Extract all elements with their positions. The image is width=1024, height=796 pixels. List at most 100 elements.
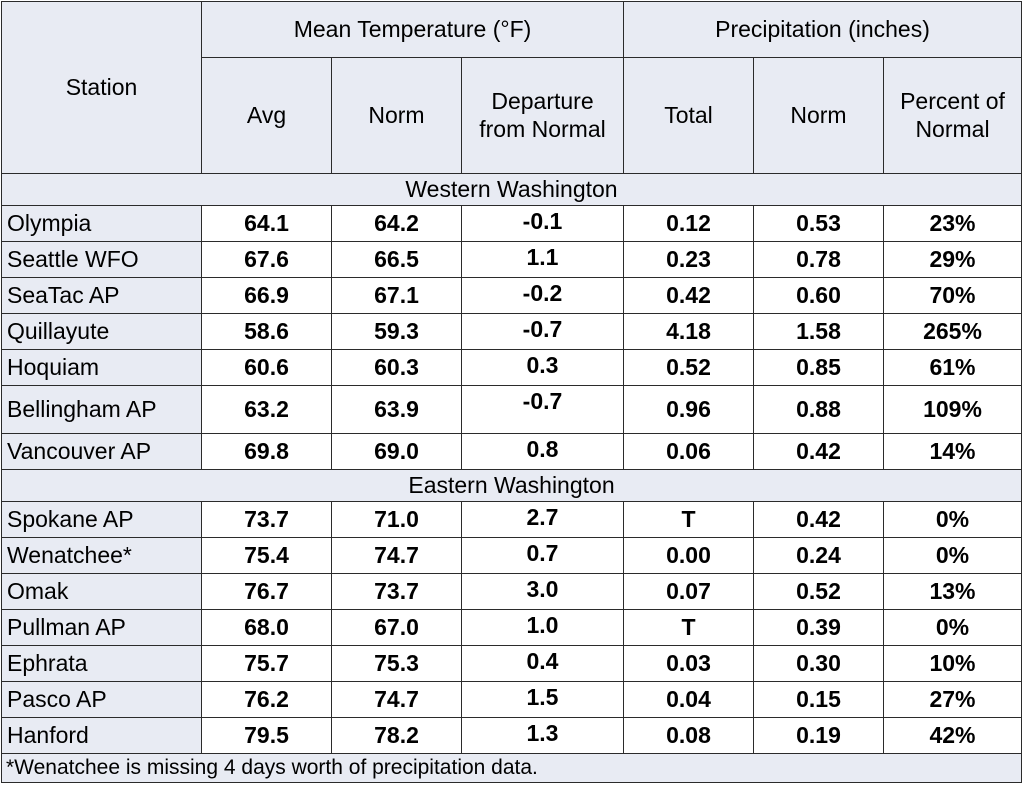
precip-total-cell: 4.18 (623, 313, 754, 350)
station-name-cell: Vancouver AP (1, 433, 202, 470)
table-row: Pasco AP 76.2 74.7 1.5 0.04 0.15 27% (1, 681, 1022, 718)
temp-avg-cell: 60.6 (201, 349, 332, 386)
station-name-cell: Spokane AP (1, 501, 202, 538)
table-row: Quillayute 58.6 59.3 -0.7 4.18 1.58 265% (1, 313, 1022, 350)
precip-norm-cell: 1.58 (753, 313, 884, 350)
table-row: Olympia 64.1 64.2 -0.1 0.12 0.53 23% (1, 205, 1022, 242)
table-row: Spokane AP 73.7 71.0 2.7 T 0.42 0% (1, 501, 1022, 538)
temp-avg-cell: 73.7 (201, 501, 332, 538)
percent-normal-cell: 109% (883, 385, 1022, 434)
table-row: Wenatchee* 75.4 74.7 0.7 0.00 0.24 0% (1, 537, 1022, 574)
departure-cell: 3.0 (461, 573, 624, 610)
precip-total-cell: 0.03 (623, 645, 754, 682)
departure-cell: -0.2 (461, 277, 624, 314)
departure-cell: 2.7 (461, 501, 624, 538)
departure-cell: 1.5 (461, 681, 624, 718)
station-name-cell: Ephrata (1, 645, 202, 682)
temp-avg-cell: 76.7 (201, 573, 332, 610)
temp-avg-cell: 58.6 (201, 313, 332, 350)
precip-total-cell: 0.00 (623, 537, 754, 574)
precip-norm-cell: 0.78 (753, 241, 884, 278)
temp-avg-cell: 68.0 (201, 609, 332, 646)
precip-norm-cell: 0.52 (753, 573, 884, 610)
departure-cell: 0.8 (461, 433, 624, 470)
temp-avg-cell: 64.1 (201, 205, 332, 242)
header-precip-total: Total (623, 57, 754, 174)
footnote: *Wenatchee is missing 4 days worth of pr… (1, 753, 1022, 783)
temp-norm-cell: 71.0 (331, 501, 462, 538)
station-name-cell: SeaTac AP (1, 277, 202, 314)
precip-norm-cell: 0.88 (753, 385, 884, 434)
temp-norm-cell: 59.3 (331, 313, 462, 350)
station-name-cell: Bellingham AP (1, 385, 202, 434)
percent-normal-cell: 0% (883, 501, 1022, 538)
station-name-cell: Hanford (1, 717, 202, 754)
precip-total-cell: 0.07 (623, 573, 754, 610)
precip-total-cell: T (623, 501, 754, 538)
climate-summary-table: Station Mean Temperature (°F) Precipitat… (1, 1, 1022, 783)
percent-normal-cell: 70% (883, 277, 1022, 314)
temp-norm-cell: 66.5 (331, 241, 462, 278)
departure-cell: -0.1 (461, 205, 624, 242)
station-name-cell: Wenatchee* (1, 537, 202, 574)
station-name-cell: Hoquiam (1, 349, 202, 386)
precip-norm-cell: 0.39 (753, 609, 884, 646)
table-row: Ephrata 75.7 75.3 0.4 0.03 0.30 10% (1, 645, 1022, 682)
header-precip-norm: Norm (753, 57, 884, 174)
temp-norm-cell: 64.2 (331, 205, 462, 242)
precip-norm-cell: 0.15 (753, 681, 884, 718)
temp-avg-cell: 69.8 (201, 433, 332, 470)
header-precipitation: Precipitation (inches) (623, 1, 1022, 58)
table-row: Seattle WFO 67.6 66.5 1.1 0.23 0.78 29% (1, 241, 1022, 278)
departure-cell: 0.7 (461, 537, 624, 574)
temp-avg-cell: 75.4 (201, 537, 332, 574)
station-name-cell: Pasco AP (1, 681, 202, 718)
precip-total-cell: 0.12 (623, 205, 754, 242)
precip-norm-cell: 0.53 (753, 205, 884, 242)
temp-avg-cell: 75.7 (201, 645, 332, 682)
percent-normal-cell: 61% (883, 349, 1022, 386)
percent-normal-cell: 29% (883, 241, 1022, 278)
temp-avg-cell: 79.5 (201, 717, 332, 754)
precip-norm-cell: 0.42 (753, 433, 884, 470)
temp-avg-cell: 67.6 (201, 241, 332, 278)
region-label: Western Washington (1, 173, 1022, 206)
header-percent-normal: Percent of Normal (883, 57, 1022, 174)
precip-total-cell: 0.04 (623, 681, 754, 718)
table-row: Omak 76.7 73.7 3.0 0.07 0.52 13% (1, 573, 1022, 610)
table-row: SeaTac AP 66.9 67.1 -0.2 0.42 0.60 70% (1, 277, 1022, 314)
precip-norm-cell: 0.42 (753, 501, 884, 538)
percent-normal-cell: 23% (883, 205, 1022, 242)
header-departure: Departure from Normal (461, 57, 624, 174)
temp-avg-cell: 63.2 (201, 385, 332, 434)
departure-cell: 0.3 (461, 349, 624, 386)
temp-norm-cell: 60.3 (331, 349, 462, 386)
header-mean-temperature: Mean Temperature (°F) (201, 1, 624, 58)
temp-norm-cell: 74.7 (331, 537, 462, 574)
precip-total-cell: 0.23 (623, 241, 754, 278)
table-row: Bellingham AP 63.2 63.9 -0.7 0.96 0.88 109% (1, 385, 1022, 434)
temp-avg-cell: 76.2 (201, 681, 332, 718)
departure-cell: 0.4 (461, 645, 624, 682)
region-label: Eastern Washington (1, 469, 1022, 502)
precip-total-cell: 0.42 (623, 277, 754, 314)
temp-norm-cell: 78.2 (331, 717, 462, 754)
region-row: Eastern Washington (1, 469, 1022, 502)
percent-normal-cell: 13% (883, 573, 1022, 610)
percent-normal-cell: 42% (883, 717, 1022, 754)
header-station: Station (1, 1, 202, 174)
precip-total-cell: 0.52 (623, 349, 754, 386)
precip-norm-cell: 0.24 (753, 537, 884, 574)
precip-norm-cell: 0.85 (753, 349, 884, 386)
table-row: Hanford 79.5 78.2 1.3 0.08 0.19 42% (1, 717, 1022, 754)
station-name-cell: Pullman AP (1, 609, 202, 646)
precip-norm-cell: 0.60 (753, 277, 884, 314)
temp-norm-cell: 67.0 (331, 609, 462, 646)
station-name-cell: Omak (1, 573, 202, 610)
precip-total-cell: 0.08 (623, 717, 754, 754)
departure-cell: -0.7 (461, 385, 624, 434)
temp-norm-cell: 73.7 (331, 573, 462, 610)
station-name-cell: Quillayute (1, 313, 202, 350)
percent-normal-cell: 0% (883, 537, 1022, 574)
table-row: Pullman AP 68.0 67.0 1.0 T 0.39 0% (1, 609, 1022, 646)
